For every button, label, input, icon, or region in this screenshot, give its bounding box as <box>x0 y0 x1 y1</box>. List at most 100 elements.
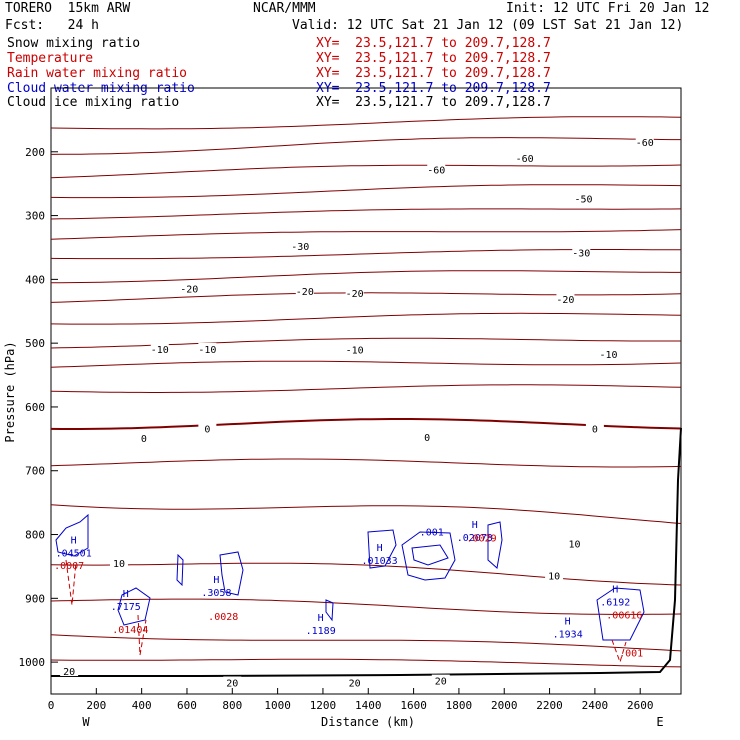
isotherm-label: 20 <box>226 679 238 690</box>
field-xy-rain: XY= 23.5,121.7 to 209.7,128.7 <box>316 66 551 81</box>
field-xy-cloud-ice: XY= 23.5,121.7 to 209.7,128.7 <box>316 95 551 110</box>
isotherm <box>50 184 682 199</box>
contour-label-bg <box>418 430 437 442</box>
contour-label-bg <box>109 557 128 569</box>
y-axis-label: Pressure (hPa) <box>3 341 17 442</box>
model-name: TORERO 15km ARW <box>5 1 131 16</box>
isotherm <box>50 229 682 240</box>
high-marker: H <box>318 613 324 624</box>
contour-label-bg <box>295 284 314 296</box>
extremum-value: .3058 <box>201 588 231 599</box>
y-tick-label: 200 <box>25 146 45 159</box>
x-axis-label: Distance (km) <box>321 715 415 729</box>
isotherm-label: 0 <box>424 433 430 444</box>
contour-label-bg <box>345 343 364 355</box>
field-name-cloud-ice: Cloud ice mixing ratio <box>7 95 180 110</box>
isotherm-label: 20 <box>63 667 75 678</box>
x-tick-label: 2000 <box>491 699 518 712</box>
y-tick-label: 500 <box>25 337 45 350</box>
isotherm <box>50 504 682 524</box>
isotherm-label: 20 <box>435 677 447 688</box>
contour-label-bg <box>572 246 591 258</box>
isotherm <box>50 384 682 393</box>
contour-label-bg <box>427 163 446 175</box>
cloud-water-contour <box>367 529 397 569</box>
isotherm <box>50 292 682 303</box>
y-tick-label: 600 <box>25 401 45 414</box>
extremum-value: .00616 <box>606 610 642 621</box>
x-tick-label: 1600 <box>400 699 427 712</box>
extremum-value: .01033 <box>362 556 398 567</box>
field-name-cloud-water: Cloud water mixing ratio <box>7 81 195 96</box>
cloud-water-contour <box>219 551 244 596</box>
contour-label-bg <box>198 342 217 354</box>
isotherm-label: -10 <box>346 346 364 357</box>
extremum-value: .7175 <box>111 602 141 613</box>
high-marker: H <box>213 575 219 586</box>
contour-label-bg <box>198 422 217 434</box>
forecast-hour: Fcst: 24 h <box>5 18 99 33</box>
contour-label-bg <box>565 537 584 549</box>
contour-label-bg <box>345 676 364 688</box>
isotherm-label: 10 <box>113 559 125 570</box>
isotherm <box>50 418 682 430</box>
cloud-water-contour <box>325 599 334 622</box>
extremum-value: .001 <box>619 649 643 660</box>
east-label: E <box>656 715 663 729</box>
field-name-snow: Snow mixing ratio <box>7 36 141 51</box>
cloud-water-contour <box>117 587 151 626</box>
cloud-water-contours <box>55 513 645 641</box>
extremum-value: .04501 <box>56 548 92 559</box>
y-tick-label: 1000 <box>19 656 46 669</box>
contour-labels: -60 -60 -60 -50 -30 -30 -20 -20 -20 -20 -10 -10 -10 -… <box>54 136 654 690</box>
isotherm <box>50 208 682 220</box>
field-xy-temperature: XY= 23.5,121.7 to 209.7,128.7 <box>316 51 551 66</box>
rain-contours <box>65 559 627 664</box>
isotherm-label: 0 <box>141 434 147 445</box>
isotherm <box>50 312 682 325</box>
contour-label-bg <box>431 674 450 686</box>
isotherm-label: -20 <box>296 287 314 298</box>
isotherm-label: 0 <box>592 425 598 436</box>
high-marker: H <box>565 616 571 627</box>
cloud-water-contour <box>487 521 503 569</box>
isotherm-label: -10 <box>198 345 216 356</box>
contour-label-bg <box>223 676 242 688</box>
x-tick-label: 0 <box>48 699 55 712</box>
x-tick-label: 800 <box>222 699 242 712</box>
x-tick-label: 2600 <box>627 699 654 712</box>
contour-label-bg <box>134 432 153 444</box>
high-marker: H <box>123 589 129 600</box>
isotherm <box>50 598 682 615</box>
isotherm <box>50 337 681 349</box>
isotherm-label: -60 <box>516 154 534 165</box>
y-tick-label: 300 <box>25 210 45 223</box>
extremum-value: .02073 <box>457 533 493 544</box>
y-tick-label: 800 <box>25 529 45 542</box>
contour-label-bg <box>545 569 564 581</box>
x-tick-label: 600 <box>177 699 197 712</box>
contour-label-bg <box>60 665 79 677</box>
west-label: W <box>82 715 90 729</box>
isotherm <box>50 658 682 668</box>
isotherm <box>50 137 681 155</box>
contour-label-bg <box>599 348 618 360</box>
isotherm-label: -20 <box>180 284 198 295</box>
isotherm-label: -30 <box>572 249 590 260</box>
isotherm-label: 0 <box>204 425 210 436</box>
valid-time: Valid: 12 UTC Sat 21 Jan 12 (09 LST Sat … <box>292 18 684 33</box>
x-tick-label: 400 <box>132 699 152 712</box>
isotherm-label: -20 <box>346 289 364 300</box>
cloud-water-contour <box>596 587 645 641</box>
extremum-value: .0028 <box>208 612 238 623</box>
init-time: Init: 12 UTC Fri 20 Jan 12 <box>506 1 710 16</box>
extremum-value: .0007 <box>54 561 84 572</box>
cloud-water-contour <box>411 544 449 566</box>
isotherm-label: 10 <box>568 539 580 550</box>
contour-label-bg <box>180 282 199 294</box>
extremum-value: .0029 <box>467 534 497 545</box>
isotherm-label: -50 <box>575 194 593 205</box>
x-tick-label: 2200 <box>536 699 563 712</box>
isotherm <box>50 634 682 652</box>
